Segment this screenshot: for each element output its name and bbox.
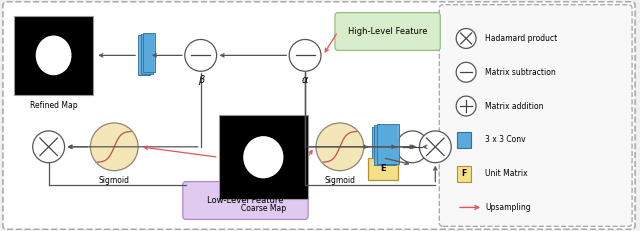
- Text: α: α: [302, 75, 308, 85]
- Ellipse shape: [243, 136, 284, 178]
- Circle shape: [397, 131, 428, 163]
- Ellipse shape: [316, 123, 364, 171]
- Text: E: E: [380, 164, 385, 173]
- Text: Matrix addition: Matrix addition: [485, 102, 543, 111]
- FancyBboxPatch shape: [368, 158, 397, 180]
- FancyBboxPatch shape: [138, 36, 150, 75]
- FancyBboxPatch shape: [14, 16, 93, 95]
- Circle shape: [185, 40, 216, 71]
- Circle shape: [456, 62, 476, 82]
- Circle shape: [419, 131, 451, 163]
- Text: F: F: [461, 169, 467, 178]
- FancyBboxPatch shape: [143, 33, 155, 72]
- FancyBboxPatch shape: [457, 166, 471, 182]
- FancyBboxPatch shape: [439, 5, 632, 226]
- Circle shape: [456, 28, 476, 49]
- Circle shape: [289, 40, 321, 71]
- Text: Upsampling: Upsampling: [485, 203, 531, 212]
- Ellipse shape: [90, 123, 138, 171]
- FancyBboxPatch shape: [377, 124, 399, 164]
- Ellipse shape: [36, 36, 72, 75]
- Circle shape: [456, 96, 476, 116]
- Text: Unit Matrix: Unit Matrix: [485, 169, 527, 178]
- FancyBboxPatch shape: [457, 132, 471, 148]
- Text: Matrix subtraction: Matrix subtraction: [485, 68, 556, 77]
- Text: Refined Map: Refined Map: [30, 101, 77, 110]
- FancyBboxPatch shape: [335, 13, 440, 50]
- Text: Sigmoid: Sigmoid: [324, 176, 355, 185]
- Text: Hadamard product: Hadamard product: [485, 34, 557, 43]
- FancyBboxPatch shape: [374, 125, 396, 165]
- Circle shape: [33, 131, 65, 163]
- FancyBboxPatch shape: [219, 115, 308, 200]
- FancyBboxPatch shape: [372, 127, 394, 167]
- Text: β: β: [198, 75, 204, 85]
- Text: 3 x 3 Conv: 3 x 3 Conv: [485, 135, 525, 144]
- FancyBboxPatch shape: [141, 34, 152, 74]
- Text: High-Level Feature: High-Level Feature: [348, 27, 428, 36]
- Text: Coarse Map: Coarse Map: [241, 204, 286, 213]
- Text: Sigmoid: Sigmoid: [99, 176, 130, 185]
- Text: Low-Level Feature: Low-Level Feature: [207, 196, 284, 205]
- FancyBboxPatch shape: [3, 2, 635, 229]
- FancyBboxPatch shape: [183, 182, 308, 219]
